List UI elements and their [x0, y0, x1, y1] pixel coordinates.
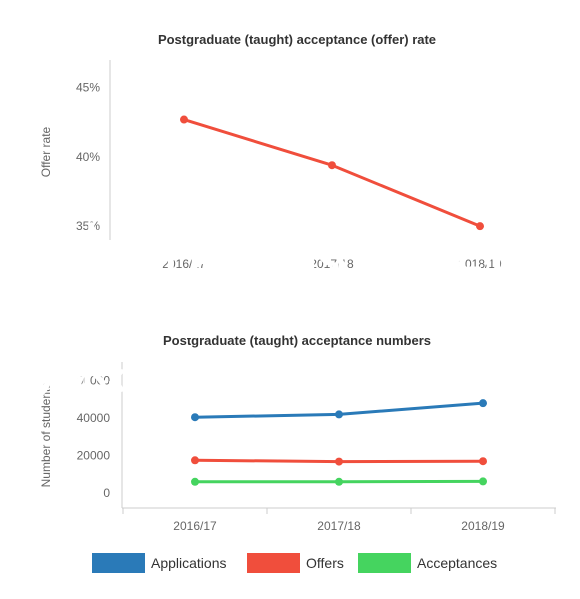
x-tick-label: 2018/19 [458, 257, 502, 271]
series-line [183, 118, 481, 228]
x-tick-label: 2017/18 [310, 257, 354, 271]
legend-label[interactable]: Applications [151, 555, 227, 571]
chart-2-legend: Applications Offers Acceptances [92, 553, 497, 573]
data-point [479, 477, 487, 486]
legend-label[interactable]: Acceptances [417, 555, 497, 571]
x-tick-label: 2016/17 [173, 519, 217, 533]
legend-label[interactable]: Offers [306, 555, 344, 571]
y-tick-label: 60000 [77, 374, 111, 388]
data-point [191, 413, 199, 422]
x-tick-label: 2018/19 [461, 519, 505, 533]
chart-2-x-ticks: 2016/17 2017/18 2018/19 [122, 508, 556, 533]
legend-swatch [358, 553, 411, 573]
data-point [328, 161, 336, 170]
data-point [180, 115, 188, 124]
legend-swatch [92, 553, 145, 573]
chart-1-y-axis-label: Offer rate [39, 126, 53, 177]
legend-swatch [247, 553, 300, 573]
chart-2: Postgraduate (taught) acceptance numbers… [39, 333, 556, 573]
y-tick-label: 45% [76, 81, 100, 95]
data-point [191, 456, 199, 465]
data-point [479, 399, 487, 408]
chart-2-title: Postgraduate (taught) acceptance numbers [163, 333, 431, 348]
y-tick-label: 20000 [77, 449, 111, 463]
y-tick-label: 0 [103, 486, 110, 500]
chart-1-title: Postgraduate (taught) acceptance (offer)… [158, 32, 436, 47]
chart-1-y-ticks: 35% 40% 45% [76, 81, 100, 233]
data-point [191, 477, 199, 486]
x-tick-label: 2016/17 [162, 257, 206, 271]
data-point [476, 222, 484, 231]
chart-1: Postgraduate (taught) acceptance (offer)… [39, 32, 502, 271]
data-point [335, 410, 343, 419]
chart-1-series [180, 115, 484, 231]
data-point [335, 477, 343, 486]
chart-2-y-axis-label: Number of students [39, 383, 53, 488]
y-tick-label: 40% [76, 150, 100, 164]
chart-2-y-ticks: 0 20000 40000 60000 [77, 374, 111, 500]
x-tick-label: 2017/18 [317, 519, 361, 533]
chart-1-x-ticks: 2016/17 2017/18 2018/19 [162, 257, 502, 271]
y-tick-label: 35% [76, 219, 100, 233]
chart-2-series [191, 399, 487, 486]
y-tick-label: 40000 [77, 411, 111, 425]
data-point [479, 457, 487, 466]
data-point [335, 457, 343, 466]
